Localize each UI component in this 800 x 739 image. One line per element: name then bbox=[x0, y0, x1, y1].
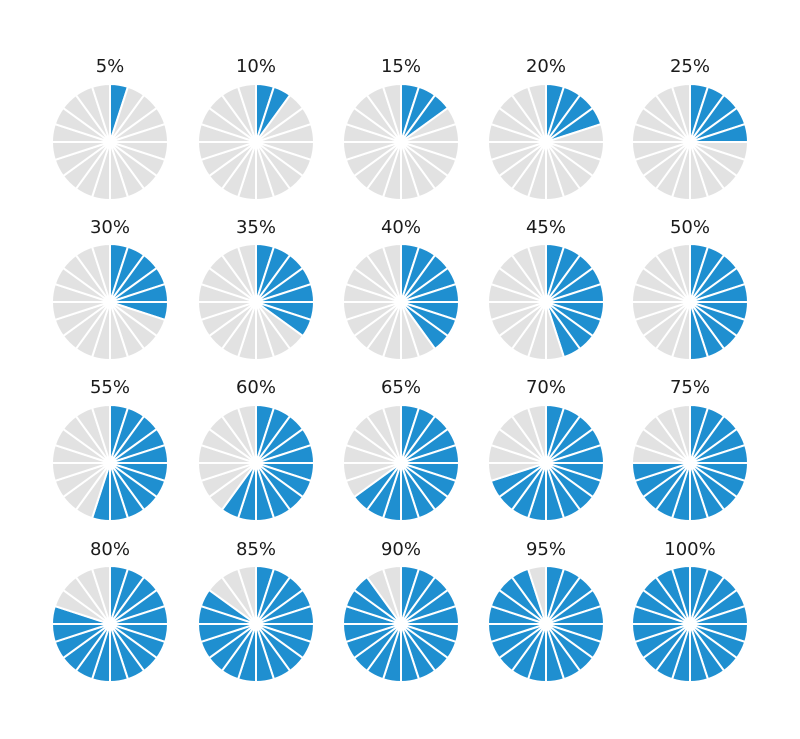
pie-chart-75-percent: 75% bbox=[631, 377, 749, 522]
pie-percent-label: 25% bbox=[670, 56, 710, 77]
pie-chart-25-percent: 25% bbox=[631, 56, 749, 201]
pie-percent-label: 5% bbox=[96, 56, 125, 77]
pie-chart-20-percent: 20% bbox=[487, 56, 605, 201]
pie-percent-label: 75% bbox=[670, 377, 710, 398]
pie-percent-label: 45% bbox=[526, 217, 566, 238]
pie-segment-empty bbox=[382, 243, 402, 303]
pie-chart-100-percent: 100% bbox=[631, 539, 749, 683]
pie-percent-label: 70% bbox=[526, 377, 566, 398]
pie-chart-35-percent: 35% bbox=[197, 217, 315, 361]
pie-segment-empty bbox=[527, 243, 547, 303]
pie-chart-5-percent: 5% bbox=[51, 56, 169, 201]
pie-percent-label: 50% bbox=[670, 217, 710, 238]
pie-chart-50-percent: 50% bbox=[631, 217, 749, 361]
pie-chart-85-percent: 85% bbox=[197, 539, 315, 683]
pie-chart-65-percent: 65% bbox=[342, 377, 460, 522]
pie-segment-empty bbox=[91, 243, 111, 303]
pie-segment-empty bbox=[237, 565, 257, 625]
pie-chart-90-percent: 90% bbox=[342, 539, 460, 683]
pie-segment-empty bbox=[382, 565, 402, 625]
pie-percent-label: 15% bbox=[381, 56, 421, 77]
pie-percent-label: 55% bbox=[90, 377, 130, 398]
pie-chart-30-percent: 30% bbox=[51, 217, 169, 361]
pie-segment-empty bbox=[671, 243, 691, 303]
pie-percent-label: 65% bbox=[381, 377, 421, 398]
pie-chart-10-percent: 10% bbox=[197, 56, 315, 201]
pie-segment-filled bbox=[671, 565, 691, 625]
pie-chart-45-percent: 45% bbox=[487, 217, 605, 361]
pie-segment-empty bbox=[91, 404, 111, 464]
pie-segment-empty bbox=[382, 404, 402, 464]
pie-percent-label: 80% bbox=[90, 539, 130, 560]
pie-segment-empty bbox=[527, 404, 547, 464]
pie-segment-empty bbox=[91, 83, 111, 143]
pie-segment-empty bbox=[671, 404, 691, 464]
pie-chart-95-percent: 95% bbox=[487, 539, 605, 683]
pie-segment-empty bbox=[237, 83, 257, 143]
pie-chart-55-percent: 55% bbox=[51, 377, 169, 522]
pie-segment-empty bbox=[527, 565, 547, 625]
pie-percent-label: 90% bbox=[381, 539, 421, 560]
pie-chart-70-percent: 70% bbox=[487, 377, 605, 522]
pie-percent-label: 60% bbox=[236, 377, 276, 398]
pie-segment-empty bbox=[237, 404, 257, 464]
pie-chart-60-percent: 60% bbox=[197, 377, 315, 522]
pie-chart-15-percent: 15% bbox=[342, 56, 460, 201]
pie-percent-label: 20% bbox=[526, 56, 566, 77]
pie-segment-empty bbox=[237, 243, 257, 303]
pie-percent-label: 35% bbox=[236, 217, 276, 238]
pie-segment-empty bbox=[91, 565, 111, 625]
pie-percent-label: 100% bbox=[664, 539, 715, 560]
pie-percent-label: 30% bbox=[90, 217, 130, 238]
pie-segment-empty bbox=[671, 83, 691, 143]
pie-segment-empty bbox=[527, 83, 547, 143]
pie-percent-label: 10% bbox=[236, 56, 276, 77]
pie-chart-40-percent: 40% bbox=[342, 217, 460, 361]
pie-percent-label: 40% bbox=[381, 217, 421, 238]
pie-percent-label: 85% bbox=[236, 539, 276, 560]
pie-segment-empty bbox=[382, 83, 402, 143]
pie-percent-label: 95% bbox=[526, 539, 566, 560]
pie-chart-80-percent: 80% bbox=[51, 539, 169, 683]
